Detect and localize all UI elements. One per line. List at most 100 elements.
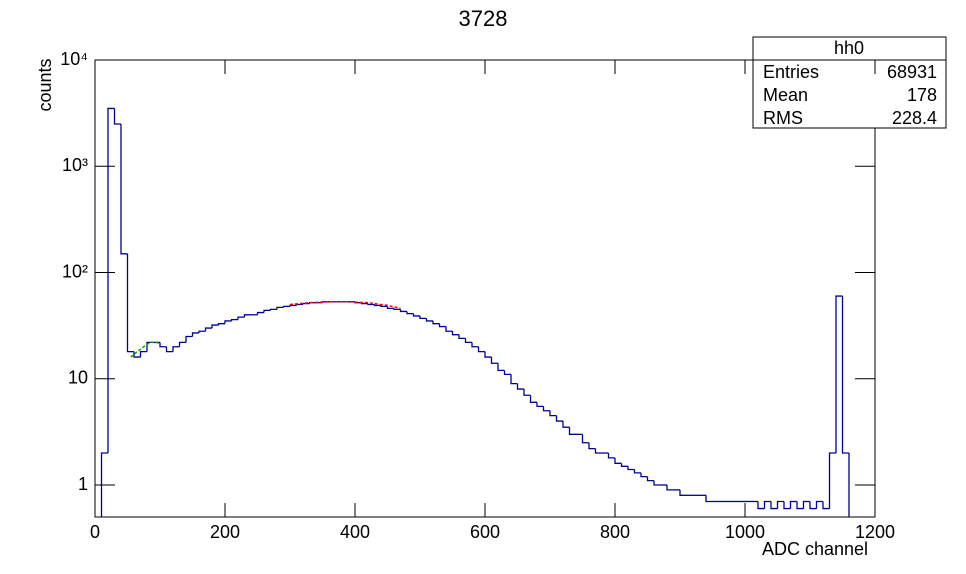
- fit-curve: [289, 301, 401, 310]
- histogram-bin: [549, 410, 557, 417]
- histogram-bin: [809, 501, 817, 510]
- histogram-bin: [406, 311, 414, 315]
- x-tick-label: 400: [340, 522, 370, 542]
- histogram-bin: [438, 323, 446, 328]
- fit-curve: [130, 341, 161, 358]
- histogram-bin: [503, 370, 511, 376]
- histogram-bin: [412, 313, 420, 317]
- histogram-bin: [373, 304, 381, 307]
- histogram-bin: [471, 342, 479, 348]
- x-tick-label: 1200: [855, 522, 895, 542]
- x-tick-label: 800: [600, 522, 630, 542]
- histogram-bin: [159, 342, 167, 348]
- histogram-bin: [542, 406, 550, 412]
- histogram-bin: [139, 350, 147, 358]
- histogram-bin: [490, 357, 498, 364]
- histogram-bin: [133, 351, 141, 358]
- x-axis-label: ADC channel: [762, 539, 868, 559]
- stats-box: hh0 Entries 68931 Mean 178 RMS 228.4: [752, 36, 947, 129]
- histogram-bin: [789, 500, 797, 509]
- stats-value: 178: [907, 85, 937, 105]
- histogram-bin: [822, 501, 830, 510]
- histogram-bin: [783, 501, 791, 510]
- histogram-bin: [191, 332, 199, 337]
- histogram-bin: [848, 453, 850, 517]
- histogram-bin: [386, 306, 394, 309]
- histogram-bin: [555, 415, 563, 422]
- histogram-bin: [536, 402, 544, 407]
- histogram-bin: [633, 469, 641, 474]
- y-tick-label: 10³: [62, 155, 88, 175]
- histogram-bin: [107, 107, 115, 454]
- histogram-bin: [802, 500, 810, 509]
- histogram-bin: [425, 318, 433, 322]
- histogram-bin: [204, 327, 212, 332]
- histogram-bin: [269, 308, 277, 311]
- histogram-bin: [217, 323, 225, 326]
- histogram-bin: [705, 495, 713, 503]
- histogram-bin: [679, 489, 687, 496]
- histogram-bin: [451, 331, 459, 336]
- stats-label: Entries: [763, 62, 819, 82]
- y-tick-label: 10: [68, 368, 88, 388]
- histogram-bin: [393, 308, 401, 311]
- histogram-bin: [165, 346, 173, 353]
- histogram-bin: [757, 501, 765, 510]
- histogram-bin: [308, 302, 316, 304]
- histogram-bin: [588, 442, 596, 450]
- y-axis-label: counts: [35, 58, 55, 111]
- histogram-bin: [620, 463, 628, 467]
- histogram-bin: [841, 296, 849, 454]
- histogram-bin: [640, 472, 648, 478]
- stats-label: Mean: [763, 85, 808, 105]
- stats-value: 228.4: [892, 108, 937, 128]
- histogram-bin: [614, 457, 622, 464]
- histogram-bin: [295, 303, 303, 306]
- histogram-bin: [627, 466, 635, 471]
- x-tick-label: 0: [90, 522, 100, 542]
- histogram-bin: [445, 326, 453, 332]
- histogram-bin: [100, 452, 108, 517]
- x-tick-label: 1000: [725, 522, 765, 542]
- histogram-bin: [276, 306, 284, 310]
- stats-value: 68931: [887, 62, 937, 82]
- y-tick-label: 10⁴: [60, 49, 88, 69]
- stats-frame: [752, 36, 947, 129]
- histogram-bin: [289, 304, 297, 307]
- histogram-bin: [815, 500, 823, 509]
- histogram-bin: [770, 501, 778, 510]
- histogram-bin: [523, 389, 531, 396]
- plot-frame: [94, 59, 876, 518]
- histogram-bin: [607, 453, 615, 459]
- histogram-bin: [211, 324, 219, 329]
- histogram-bin: [113, 108, 121, 125]
- histogram-bin: [646, 476, 654, 482]
- histogram-bin: [568, 427, 576, 435]
- y-tick-label: 10²: [62, 261, 88, 281]
- histogram-bin: [419, 315, 427, 320]
- histogram-bin: [432, 320, 440, 325]
- histogram-bin: [477, 346, 485, 353]
- histogram-bin: [529, 395, 537, 403]
- histogram-bin: [484, 351, 492, 358]
- histogram-bin: [178, 341, 186, 347]
- histogram-bin: [835, 295, 843, 454]
- histogram-bin: [796, 501, 804, 510]
- histogram-bin: [263, 309, 271, 313]
- histogram-bin: [172, 346, 180, 352]
- histogram-bin: [776, 500, 784, 509]
- x-tick-label: 200: [210, 522, 240, 542]
- histogram-bin: [666, 485, 674, 491]
- histogram-bin: [282, 305, 290, 308]
- histogram-bin: [653, 480, 661, 486]
- histogram-bin: [243, 314, 251, 318]
- histogram-bin: [126, 253, 134, 353]
- histogram-bin: [380, 305, 388, 308]
- histogram-bin: [562, 421, 570, 428]
- x-tick-label: 600: [470, 522, 500, 542]
- histogram-bin: [497, 363, 505, 371]
- histogram-bin: [458, 334, 466, 340]
- y-tick-label: 1: [78, 474, 88, 494]
- histogram-bin: [120, 123, 128, 255]
